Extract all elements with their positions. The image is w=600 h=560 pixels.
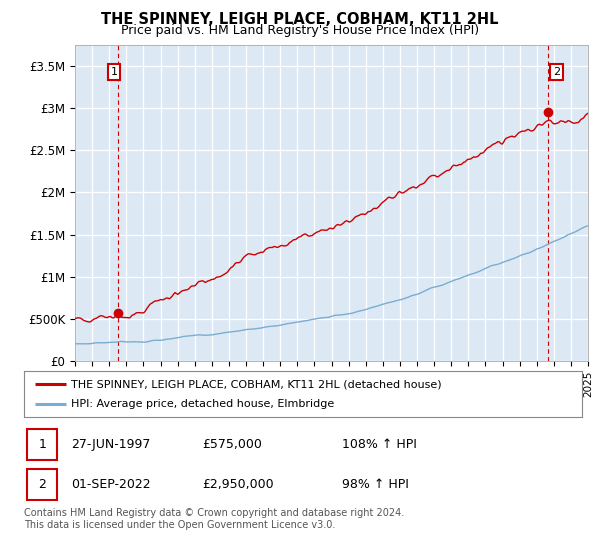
Text: 1: 1	[110, 67, 118, 77]
Text: Price paid vs. HM Land Registry's House Price Index (HPI): Price paid vs. HM Land Registry's House …	[121, 24, 479, 37]
Text: 108% ↑ HPI: 108% ↑ HPI	[342, 438, 417, 451]
Text: 98% ↑ HPI: 98% ↑ HPI	[342, 478, 409, 491]
Text: THE SPINNEY, LEIGH PLACE, COBHAM, KT11 2HL: THE SPINNEY, LEIGH PLACE, COBHAM, KT11 2…	[101, 12, 499, 27]
Text: 2: 2	[553, 67, 560, 77]
Text: 27-JUN-1997: 27-JUN-1997	[71, 438, 151, 451]
FancyBboxPatch shape	[27, 428, 58, 460]
Text: £2,950,000: £2,950,000	[203, 478, 274, 491]
Text: 1: 1	[38, 438, 46, 451]
Text: Contains HM Land Registry data © Crown copyright and database right 2024.
This d: Contains HM Land Registry data © Crown c…	[24, 508, 404, 530]
Text: 01-SEP-2022: 01-SEP-2022	[71, 478, 151, 491]
Text: THE SPINNEY, LEIGH PLACE, COBHAM, KT11 2HL (detached house): THE SPINNEY, LEIGH PLACE, COBHAM, KT11 2…	[71, 379, 442, 389]
FancyBboxPatch shape	[27, 469, 58, 501]
Text: HPI: Average price, detached house, Elmbridge: HPI: Average price, detached house, Elmb…	[71, 399, 335, 409]
Text: £575,000: £575,000	[203, 438, 262, 451]
Text: 2: 2	[38, 478, 46, 491]
